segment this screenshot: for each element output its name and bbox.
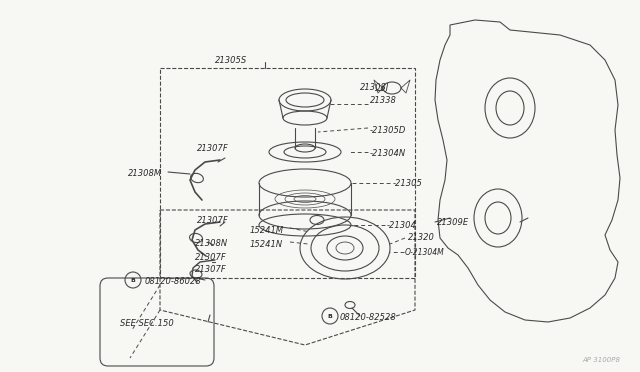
Text: B: B — [131, 278, 136, 282]
Text: B: B — [328, 314, 332, 318]
Text: 21307F: 21307F — [195, 266, 227, 275]
Text: -21305D: -21305D — [370, 125, 406, 135]
Text: 15241N: 15241N — [250, 240, 283, 248]
Text: 21338: 21338 — [370, 96, 397, 105]
Text: AP 3100P8: AP 3100P8 — [582, 357, 620, 363]
Text: O-21304M: O-21304M — [405, 247, 445, 257]
Text: -21304N: -21304N — [370, 148, 406, 157]
Text: 21307F: 21307F — [197, 215, 228, 224]
Text: -21304: -21304 — [387, 221, 417, 230]
Text: 08120-82528: 08120-82528 — [340, 314, 397, 323]
Text: -21305: -21305 — [393, 179, 423, 187]
Text: 21307F: 21307F — [197, 144, 228, 153]
Text: 21308J: 21308J — [360, 83, 389, 92]
Text: 21320: 21320 — [408, 232, 435, 241]
Text: 15241M: 15241M — [250, 225, 284, 234]
Text: 21308N: 21308N — [195, 238, 228, 247]
Text: 21307F: 21307F — [195, 253, 227, 262]
Text: 21308M: 21308M — [128, 169, 162, 177]
Text: 21309E: 21309E — [437, 218, 469, 227]
Text: SEE SEC.150: SEE SEC.150 — [120, 318, 173, 327]
Text: 08120-86028: 08120-86028 — [145, 276, 202, 285]
Text: 21305S: 21305S — [215, 55, 247, 64]
